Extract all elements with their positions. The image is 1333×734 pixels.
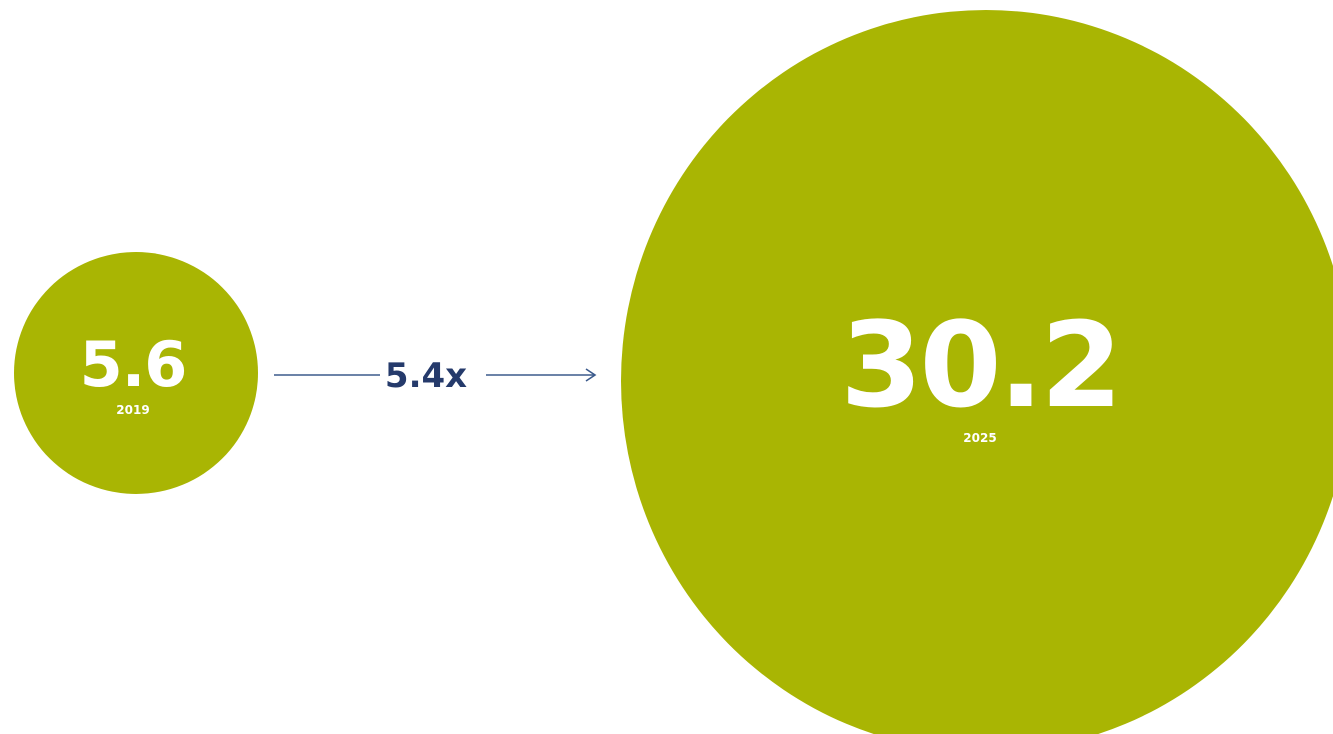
value-label-2025: 30.2 [840,296,1122,434]
year-label-2019: 2019 [116,403,150,417]
multiplier-label: 5.4x [384,356,468,396]
arrow-head-icon [585,368,597,382]
bubble-2019 [14,252,258,494]
bubble-2025 [621,10,1333,734]
year-label-2025: 2025 [963,431,997,445]
growth-arrow [274,368,597,382]
value-label-2019: 5.6 [79,328,188,401]
